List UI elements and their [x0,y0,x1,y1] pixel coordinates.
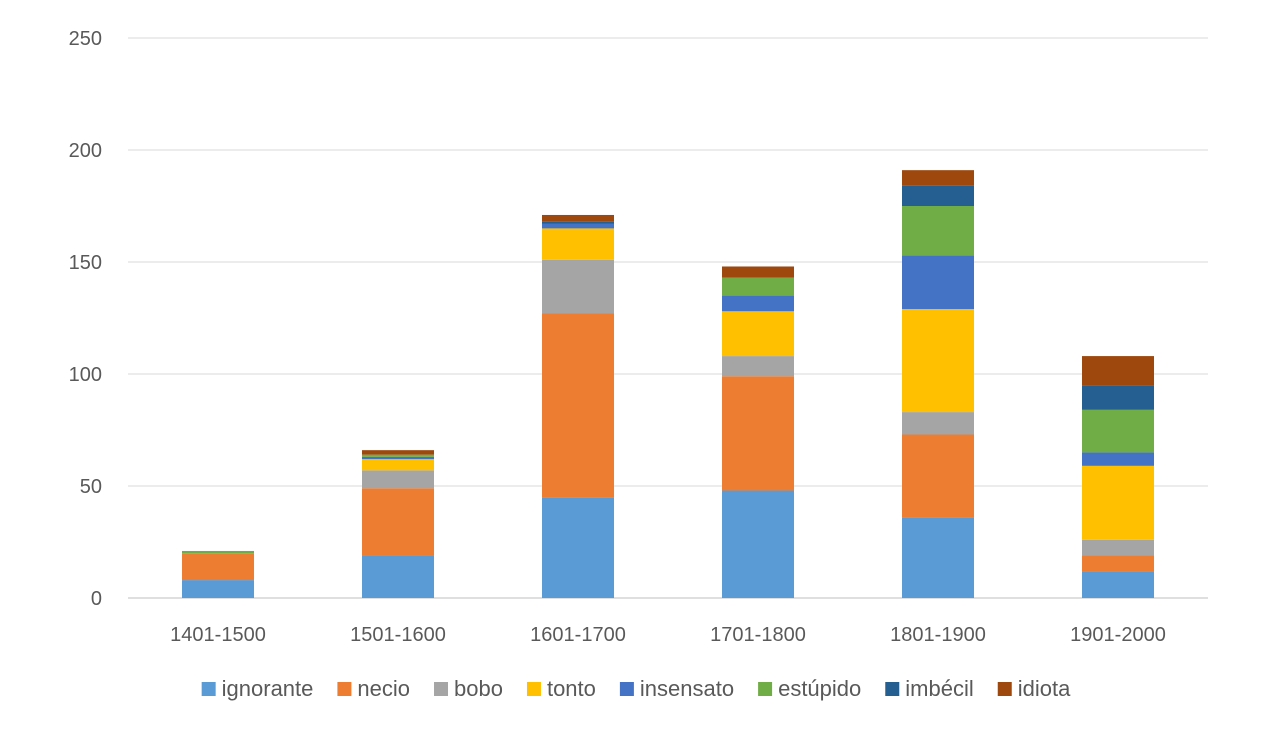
legend-label: tonto [547,676,596,701]
bar-segment-necio [362,488,434,556]
bar-segment-ignorante [1082,571,1154,598]
bar-stack [902,170,974,598]
bar-segment-idiota [542,214,614,222]
bar-segment-bobo [1082,539,1154,556]
bar-stack [1082,356,1154,598]
bar-stack [542,214,614,598]
bar-segment-idiota [722,266,794,278]
legend-label: bobo [454,676,503,701]
x-tick-label: 1701-1800 [710,624,806,646]
bar-segment-insensato [902,255,974,310]
legend: ignorante necio bobo tonto insensato estúpido… [201,676,1071,701]
gridlines [128,37,1208,599]
x-axis-ticks: 1401-1500 1501-1600 1601-1700 1701-1800 1801… [170,624,1166,646]
legend-item: idiota [997,676,1071,701]
bar-stack [182,550,254,598]
legend-swatch [619,682,634,696]
bar-segment-estúpido [902,206,974,256]
legend-swatch [434,682,449,696]
bar-segment-insensato [722,295,794,312]
y-tick-label: 250 [69,28,102,50]
x-tick-label: 1801-1900 [890,624,986,646]
bar-segment-tonto [902,309,974,413]
bar-segment-ignorante [542,497,614,598]
legend-item: ignorante [201,676,314,701]
bar-segment-idiota [1082,356,1154,386]
legend-item: bobo [434,676,503,701]
x-tick-label: 1901-2000 [1070,624,1166,646]
legend-item: estúpido [758,676,861,701]
legend-swatch [758,682,773,696]
legend-swatch [997,682,1012,696]
legend-swatch [526,682,541,696]
bars [182,170,1154,598]
bar-stack [722,266,794,598]
bar-segment-tonto [542,228,614,260]
legend-item: imbécil [885,676,974,701]
bar-segment-necio [1082,555,1154,572]
legend-label: necio [357,676,410,701]
bar-segment-estúpido [362,454,434,457]
bar-stack [362,450,434,598]
bar-segment-estúpido [722,277,794,296]
bar-segment-ignorante [902,517,974,598]
legend-label: idiota [1018,676,1071,701]
y-axis-ticks: 0 50 100 150 200 250 [69,28,102,610]
bar-segment-bobo [722,356,794,377]
bar-segment-idiota [902,170,974,186]
bar-segment-necio [182,553,254,581]
x-tick-label: 1601-1700 [530,624,626,646]
bar-segment-insensato [362,456,434,460]
y-tick-label: 200 [69,140,102,162]
bar-segment-tonto [1082,465,1154,540]
bar-segment-imbécil [542,221,614,224]
bar-segment-imbécil [902,185,974,206]
bar-segment-tonto [362,459,434,471]
bar-segment-estúpido [1082,409,1154,453]
bar-segment-bobo [542,259,614,314]
legend-swatch [201,682,216,696]
legend-label: estúpido [778,676,861,701]
y-tick-label: 150 [69,252,102,274]
bar-segment-insensato [542,223,614,229]
bar-segment-idiota [362,450,434,455]
legend-swatch [885,682,900,696]
legend-item: necio [337,676,410,701]
y-tick-label: 0 [91,588,102,610]
bar-segment-ignorante [722,490,794,598]
legend-label: imbécil [905,676,973,701]
bar-segment-necio [902,434,974,518]
y-tick-label: 100 [69,364,102,386]
bar-segment-imbécil [1082,385,1154,410]
legend-label: insensato [640,676,734,701]
bar-segment-necio [542,313,614,498]
bar-segment-ignorante [362,555,434,598]
legend-item: tonto [526,676,596,701]
x-tick-label: 1401-1500 [170,624,266,646]
y-tick-label: 50 [80,476,102,498]
bar-segment-estúpido [182,550,254,554]
bar-segment-necio [722,376,794,491]
bar-segment-bobo [362,470,434,489]
bar-segment-insensato [1082,452,1154,466]
bar-segment-bobo [902,412,974,435]
bar-segment-tonto [722,311,794,357]
bar-segment-ignorante [182,580,254,598]
legend-item: insensato [619,676,734,701]
legend-swatch [337,682,352,696]
x-tick-label: 1501-1600 [350,624,446,646]
legend-label: ignorante [222,676,314,701]
